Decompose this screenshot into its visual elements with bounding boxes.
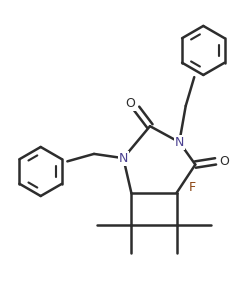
Text: O: O: [125, 97, 135, 110]
Text: N: N: [175, 136, 184, 149]
Text: F: F: [189, 181, 196, 194]
Text: O: O: [219, 155, 229, 168]
Text: N: N: [119, 152, 128, 165]
